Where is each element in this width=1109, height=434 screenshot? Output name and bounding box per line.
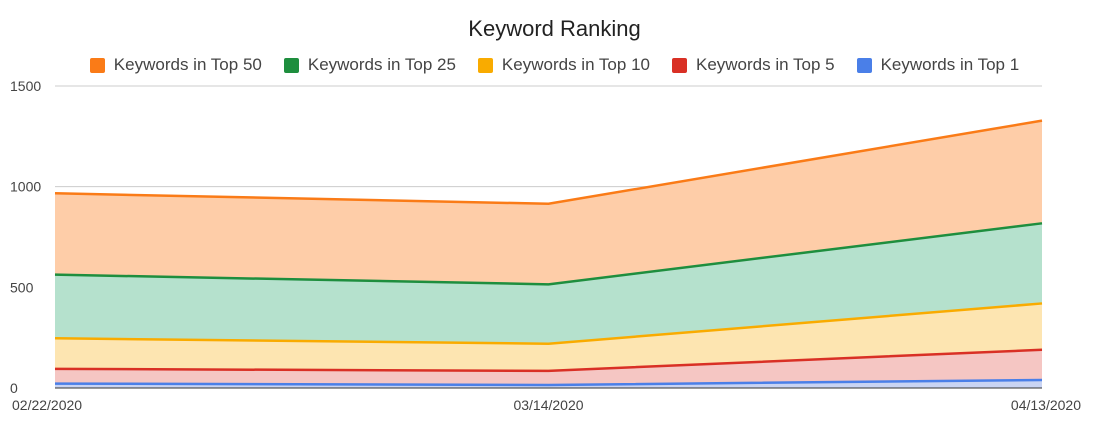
legend-item: Keywords in Top 25 [283,55,456,75]
x-tick-label: 02/22/2020 [12,397,82,413]
legend-label: Keywords in Top 25 [307,55,456,74]
area-series-4 [55,349,1042,388]
area-series-5 [55,379,1042,388]
legend-label: Keywords in Top 5 [695,55,835,74]
y-tick-label: 0 [10,380,18,396]
legend-item: Keywords in Top 50 [89,55,262,75]
legend-label: Keywords in Top 1 [880,55,1020,74]
x-tick-label: 03/14/2020 [513,397,583,413]
legend-item: Keywords in Top 1 [856,55,1020,75]
legend-swatch [477,57,493,73]
y-tick-label: 1000 [10,179,41,195]
legend-swatch [89,57,105,73]
y-tick-label: 1500 [10,78,41,94]
legend-swatch [671,57,687,73]
legend-label: Keywords in Top 10 [501,55,650,74]
legend-swatch [283,57,299,73]
y-tick-label: 500 [10,279,34,295]
legend-item: Keywords in Top 5 [671,55,835,75]
legend-item: Keywords in Top 10 [477,55,650,75]
chart-title: Keyword Ranking [468,16,641,41]
x-tick-label: 04/13/2020 [1011,397,1081,413]
legend-swatch [856,57,872,73]
legend-label: Keywords in Top 50 [113,55,262,74]
legend: Keywords in Top 50 Keywords in Top 25 Keyw… [0,55,1109,75]
